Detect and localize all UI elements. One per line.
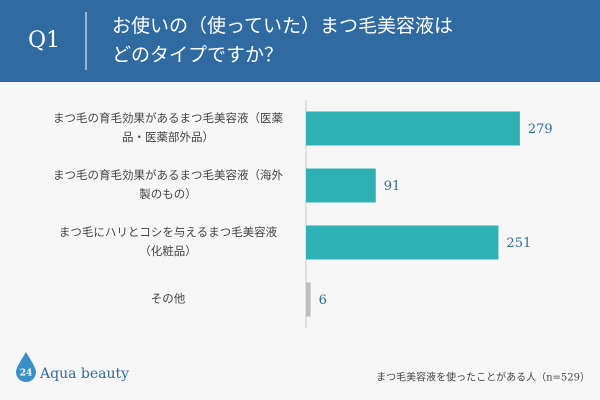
bar [306,282,311,317]
question-label: Q1 [28,28,60,53]
logo-name: Aqua beauty [39,366,129,382]
bar [306,168,376,203]
chart-title: お使いの（使っていた）まつ毛美容液は [112,15,453,37]
y-tick-label: 製のもの） [139,187,197,201]
bar [306,111,520,146]
note: まつ毛美容液を使ったことがある人（n=529） [376,371,590,384]
value-label: 6 [319,293,327,308]
value-label: 251 [506,236,531,251]
y-tick-label: まつ毛の育毛効果があるまつ毛美容液（海外 [53,168,283,182]
value-label: 279 [528,122,553,137]
y-tick-label: その他 [151,292,186,306]
bar [306,225,499,260]
y-tick-label: （化粧品） [139,244,197,258]
logo-drop [16,352,36,382]
logo-number: 24 [20,369,33,379]
header-band [0,0,600,82]
y-tick-label: まつ毛の育毛効果があるまつ毛美容液（医薬 [53,111,283,125]
value-label: 91 [384,179,401,194]
y-tick-label: まつ毛にハリとコシを与えるまつ毛美容液 [59,225,278,239]
chart-title: どのタイプですか？ [112,44,283,66]
y-tick-label: 品・医薬部外品） [122,130,214,144]
